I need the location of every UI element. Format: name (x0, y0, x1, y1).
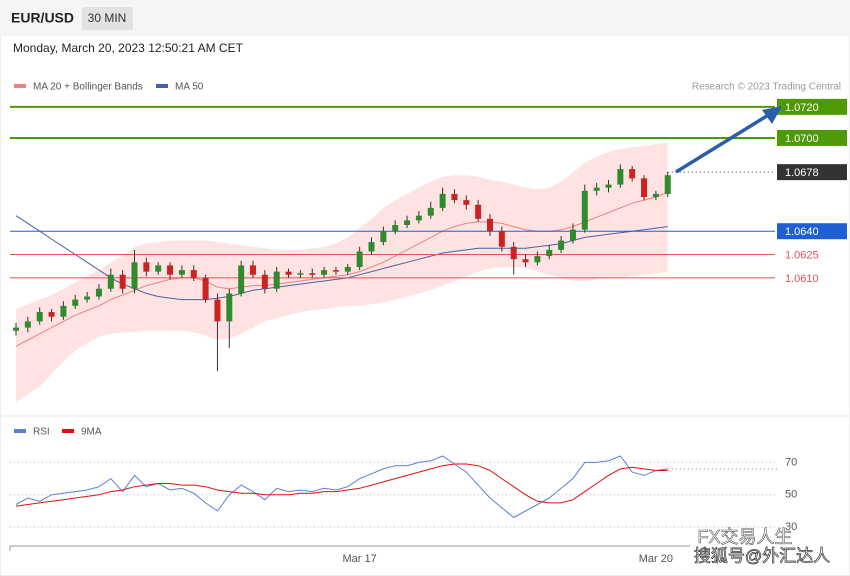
candle-body (605, 184, 612, 188)
header-bar (0, 0, 850, 36)
candle-body (510, 246, 517, 260)
candle-body (380, 231, 387, 243)
legend-label: MA 20 + Bollinger Bands (33, 82, 143, 93)
candle-body (297, 273, 304, 275)
candle-body (190, 270, 197, 278)
legend-swatch (14, 429, 26, 433)
candle-body (569, 229, 576, 241)
watermark: 搜狐号@外汇达人 (694, 546, 830, 565)
credit: Research © 2023 Trading Central (692, 82, 841, 93)
x-tick-label: Mar 20 (639, 553, 673, 565)
level-label: 1.0610 (785, 273, 819, 285)
candle-body (439, 193, 446, 208)
candle-body (498, 231, 505, 247)
candle-body (250, 265, 256, 275)
candle-body (558, 240, 565, 250)
candle-body (309, 273, 316, 275)
candle-body (261, 274, 268, 289)
y-tick-label: 50 (785, 489, 797, 501)
forecast-arrow-head (762, 106, 782, 124)
candle-body (285, 271, 292, 275)
candle-body (167, 265, 174, 275)
candle-body (356, 251, 363, 267)
candle-body (95, 288, 102, 297)
forecast-arrow (675, 112, 771, 174)
candle-body (404, 220, 411, 225)
legend-swatch (14, 84, 26, 88)
candle-body (84, 296, 91, 300)
candle-body (546, 249, 553, 257)
candle-body (24, 321, 31, 328)
candle-body (131, 262, 138, 289)
level-box (777, 129, 847, 146)
level-label: 1.0678 (785, 167, 819, 179)
candle-body (475, 204, 482, 219)
y-tick-label: 30 (785, 521, 797, 533)
candle-body (581, 190, 588, 230)
series-line (15, 455, 668, 519)
bollinger-band (16, 142, 668, 403)
level-label: 1.0720 (785, 102, 819, 114)
candle-body (344, 266, 351, 272)
timeframe: 30 MIN (88, 11, 127, 25)
timeframe-box (82, 7, 133, 30)
legend-swatch (156, 84, 168, 88)
candle-body (522, 259, 529, 263)
candle-body (60, 305, 67, 317)
level-label: 1.0625 (785, 249, 819, 261)
symbol: EUR/USD (11, 10, 74, 26)
candle-body (119, 274, 126, 289)
level-label: 1.0700 (785, 133, 819, 145)
candle-body (13, 327, 19, 331)
candle-body (617, 169, 624, 185)
candle-body (534, 256, 541, 263)
candle-body (214, 299, 221, 322)
candle-body (321, 270, 328, 275)
candle-body (451, 193, 458, 201)
candle-body (664, 175, 671, 194)
watermark: FX交易人生 (697, 527, 792, 547)
candle-body (392, 225, 399, 232)
candle-body (641, 178, 648, 198)
legend-swatch (62, 429, 74, 433)
level-box (777, 98, 847, 115)
candle-body (652, 193, 659, 198)
candle-body (593, 187, 600, 191)
candle-body (226, 293, 233, 322)
candle-body (72, 299, 79, 306)
candle-body (629, 169, 636, 179)
candle-body (36, 312, 43, 322)
plot: 1.0720 1.0700 1.0678 1.0640 1.0625 1.0610 Mar … (10, 82, 847, 565)
candle-body (48, 312, 55, 317)
x-tick-label: Mar 17 (343, 553, 377, 565)
candle-body (107, 274, 114, 289)
ma20-line (15, 191, 668, 347)
legend-label: 9MA (81, 427, 102, 438)
candle-body (143, 262, 150, 272)
candle-body (463, 200, 470, 205)
legend-label: MA 50 (175, 82, 204, 93)
legend-label: RSI (33, 427, 50, 438)
level-box (777, 223, 847, 240)
candle-body (178, 270, 185, 275)
y-tick-label: 70 (785, 456, 797, 468)
level-box (777, 164, 847, 181)
candle-body (368, 242, 375, 252)
candle-body (332, 270, 339, 272)
candle-body (238, 265, 245, 294)
candle-body (155, 265, 162, 272)
candle-body (202, 277, 209, 300)
candle-body (273, 271, 280, 289)
date: Monday, March 20, 2023 12:50:21 AM CET (13, 41, 244, 55)
candle-body (427, 207, 434, 216)
level-label: 1.0640 (785, 226, 819, 238)
candle-body (487, 218, 493, 232)
candle-body (415, 215, 422, 221)
series-line (15, 463, 668, 507)
